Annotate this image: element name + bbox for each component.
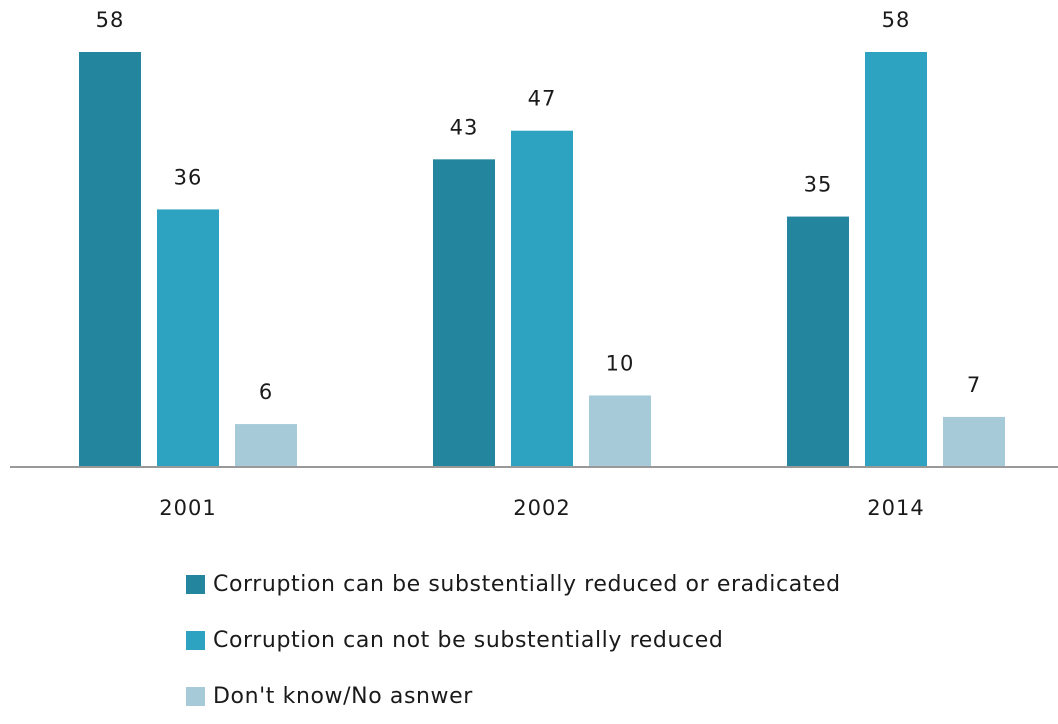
bar-2014-series-3: [943, 416, 1005, 467]
bar-2002-series-2: [511, 130, 573, 467]
value-labels-group: 58 36 6 43 47 10 35 58 7: [96, 8, 981, 404]
bar-chart: 58 36 6 43 47 10 35 58 7 2001 2002 2014: [10, 8, 1058, 520]
category-label-2014: 2014: [867, 496, 924, 520]
value-label-2014-series-2: 58: [882, 8, 911, 32]
legend-swatch-3: [186, 686, 205, 706]
legend-label-2: Corruption can not be substentially redu…: [213, 627, 724, 653]
bar-2001-series-3: [235, 424, 297, 467]
value-label-2014-series-3: 7: [967, 373, 981, 397]
legend-swatch-2: [186, 630, 205, 650]
bar-2014-series-2: [865, 52, 927, 467]
legend: Corruption can be substentially reduced …: [186, 556, 841, 724]
category-label-2002: 2002: [513, 496, 570, 520]
value-label-2001-series-2: 36: [174, 165, 203, 189]
bar-2001-series-2: [157, 209, 219, 467]
bar-2014-series-1: [787, 216, 849, 467]
category-labels-group: 2001 2002 2014: [159, 496, 924, 520]
value-label-2014-series-1: 35: [804, 173, 833, 197]
legend-item-1: Corruption can be substentially reduced …: [186, 556, 841, 612]
legend-label-1: Corruption can be substentially reduced …: [213, 571, 841, 597]
value-label-2001-series-3: 6: [259, 380, 273, 404]
value-label-2001-series-1: 58: [96, 8, 125, 32]
value-label-2002-series-2: 47: [528, 87, 557, 111]
value-label-2002-series-3: 10: [606, 351, 635, 375]
category-label-2001: 2001: [159, 496, 216, 520]
legend-item-3: Don't know/No asnwer: [186, 668, 841, 724]
bar-2001-series-1: [79, 52, 141, 467]
bar-2002-series-1: [433, 159, 495, 468]
legend-label-3: Don't know/No asnwer: [213, 683, 473, 709]
bar-2002-series-3: [589, 395, 651, 467]
value-label-2002-series-1: 43: [450, 115, 479, 139]
legend-swatch-1: [186, 574, 205, 594]
legend-item-2: Corruption can not be substentially redu…: [186, 612, 841, 668]
bars-group: [79, 52, 1005, 468]
